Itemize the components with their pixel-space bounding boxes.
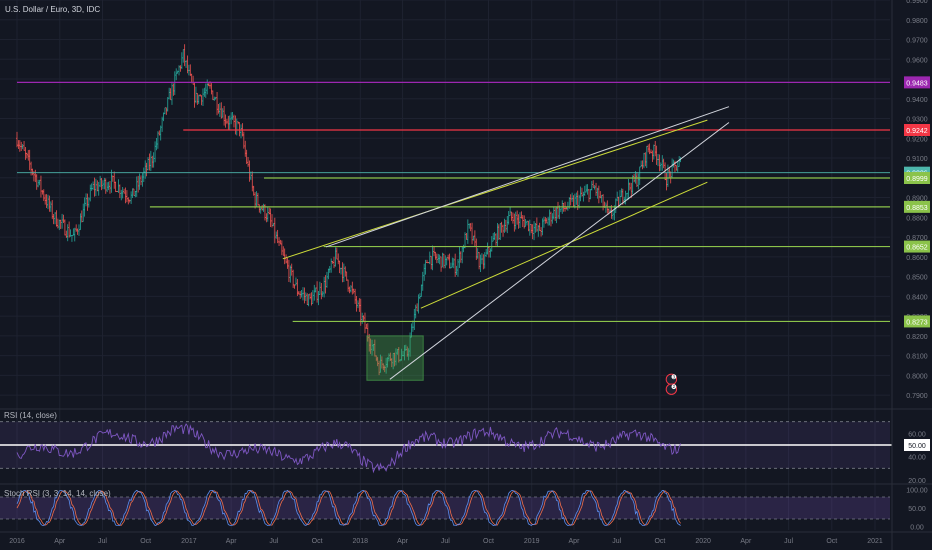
time-axis: 2016 Apr Jul Oct 2017 Apr Jul Oct 2018 Apr Jul Oct 2… [9, 538, 883, 545]
level-label-text: 0.8652 [906, 245, 928, 252]
price-tick-label: 0.8700 [906, 235, 928, 242]
consolidation-box [366, 335, 424, 381]
rsi-series-line [16, 423, 682, 474]
price-tick-label: 0.9900 [906, 0, 928, 5]
rsi-tick-label: 40.00 [908, 455, 926, 462]
level-label-text: 0.8853 [906, 205, 928, 212]
time-tick-label: Apr [54, 538, 66, 545]
time-tick-label: Jul [612, 538, 621, 545]
price-tick-label: 0.8100 [906, 354, 928, 361]
time-tick-label: Oct [312, 538, 323, 545]
level-label-bg [904, 315, 930, 328]
price-tick-label: 0.9100 [906, 156, 928, 163]
time-tick-label: Jul [784, 538, 793, 545]
level-label-text: 0.9483 [906, 80, 928, 87]
trend-line [325, 106, 730, 248]
event-marker[interactable]: 3 [665, 373, 678, 386]
time-tick-label: Apr [397, 538, 409, 545]
event-marker-badge [671, 374, 677, 380]
symbol-title[interactable]: U.S. Dollar / Euro, 3D, IDC [5, 5, 101, 14]
rsi-value-label: 50.00 [908, 443, 926, 450]
time-tick-label: Jul [98, 538, 107, 545]
rsi-pane: 60.00 40.00 20.00 50.00 [0, 421, 930, 485]
price-tick-label: 0.8600 [906, 255, 928, 262]
rsi-value-label-bg [904, 439, 930, 451]
time-tick-label: 2019 [524, 538, 540, 545]
time-tick-label: Oct [483, 538, 494, 545]
price-tick-label: 0.9800 [906, 18, 928, 25]
price-tick-label: 0.8500 [906, 275, 928, 282]
event-marker-count: 3 [673, 374, 676, 379]
time-tick-label: 2016 [9, 538, 25, 545]
stoch-band [0, 497, 890, 519]
price-tick-label: 0.9300 [906, 117, 928, 124]
time-tick-label: Jul [269, 538, 278, 545]
price-tick-label: 0.7900 [906, 393, 928, 400]
time-tick-label: Jul [441, 538, 450, 545]
event-marker[interactable]: 2 [665, 383, 678, 395]
stoch-tick-label: 50.00 [908, 506, 926, 513]
level-label-bg [904, 200, 930, 213]
horizontal-levels [17, 81, 890, 323]
event-marker-count: 2 [673, 384, 676, 389]
stoch-k-line [16, 489, 681, 527]
time-tick-label: Oct [826, 538, 837, 545]
trend-lines [282, 106, 730, 381]
time-tick-label: Apr [569, 538, 581, 545]
price-tick-label: 0.8200 [906, 334, 928, 341]
time-tick-label: Oct [140, 538, 151, 545]
price-tick-label: 0.8800 [906, 215, 928, 222]
time-tick-label: Apr [740, 538, 752, 545]
time-tick-label: 2020 [695, 538, 711, 545]
level-label-bg [904, 240, 930, 253]
level-label-text: 0.9242 [906, 128, 928, 135]
time-tick-label: 2017 [181, 538, 197, 545]
level-label-bg [904, 76, 930, 89]
time-tick-label: 2021 [867, 538, 883, 545]
price-tick-label: 0.8900 [906, 196, 928, 203]
rsi-tick-label: 20.00 [908, 478, 926, 485]
stoch-d-line [16, 490, 681, 526]
trend-line [389, 122, 730, 380]
price-tick-label: 0.8000 [906, 373, 928, 380]
stoch-rsi-legend[interactable]: Stoch RSI (3, 3, 14, 14, close) [4, 489, 111, 498]
level-label-text: 0.8273 [906, 319, 928, 326]
stoch-rsi-pane: 100.00 50.00 0.00 [0, 488, 928, 531]
rsi-legend[interactable]: RSI (14, close) [4, 411, 57, 420]
event-marker-badge [671, 384, 677, 390]
time-tick-label: Oct [654, 538, 665, 545]
level-label-text: 0.8999 [906, 176, 928, 183]
price-tick-label: 0.9700 [906, 38, 928, 45]
price-tick-label: 0.8400 [906, 294, 928, 301]
stoch-tick-label: 100.00 [906, 488, 928, 495]
level-price-labels: 0.94830.92420.90260.89990.88530.86520.82… [904, 76, 930, 328]
trend-line [420, 181, 708, 309]
price-candles [16, 44, 682, 376]
stoch-tick-label: 0.00 [910, 524, 924, 531]
price-tick-label: 0.9600 [906, 57, 928, 64]
chart-grid [0, 0, 932, 533]
time-tick-label: 2018 [353, 538, 369, 545]
rsi-tick-label: 60.00 [908, 431, 926, 438]
price-tick-label: 0.9200 [906, 136, 928, 143]
price-tick-label: 0.9400 [906, 97, 928, 104]
event-markers: 32 [665, 373, 678, 395]
trend-line [282, 119, 708, 260]
level-label-bg [904, 172, 930, 185]
level-label-bg [904, 123, 930, 136]
time-tick-label: Apr [226, 538, 238, 545]
